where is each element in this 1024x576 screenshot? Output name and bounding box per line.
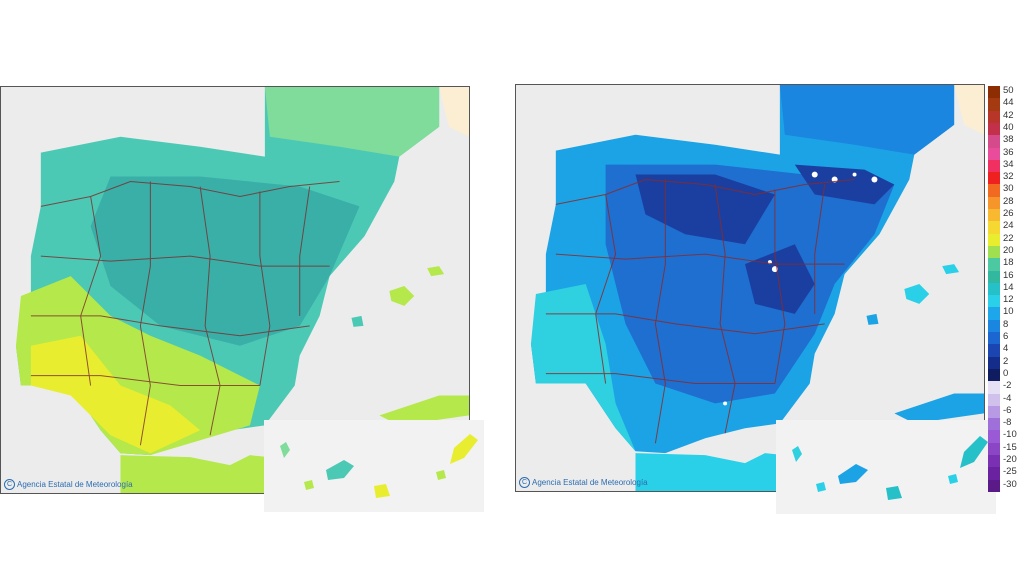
legend-swatch — [988, 467, 1000, 481]
canary-islands-inset-left — [264, 420, 484, 512]
canary-islands-left-graphic — [280, 434, 478, 498]
legend-swatch — [988, 319, 1000, 333]
credit-left: C Agencia Estatal de Meteorología — [4, 479, 133, 490]
legend-swatch — [988, 405, 1000, 419]
legend-label: 22 — [1003, 232, 1014, 244]
legend-swatch — [988, 270, 1000, 284]
legend-swatch — [988, 381, 1000, 394]
temperature-map-right: C Agencia Estatal de Meteorología — [515, 84, 985, 492]
legend-swatch — [988, 479, 1000, 493]
legend-swatch — [988, 245, 1000, 259]
legend-label: 36 — [1003, 146, 1014, 158]
legend-swatch — [988, 356, 1000, 370]
legend-label: 14 — [1003, 281, 1014, 293]
legend-swatch — [988, 418, 1000, 431]
legend-swatch — [988, 393, 1000, 407]
legend-swatch — [988, 442, 1000, 456]
legend-label: 38 — [1003, 134, 1014, 146]
legend-label: 34 — [1003, 158, 1014, 170]
legend-swatch — [988, 282, 1000, 296]
temperature-legend: 50 44 42 40 38 36 34 32 30 28 26 24 22 20 18 16 14 12 10 8 6… — [988, 86, 1024, 496]
credit-right: C Agencia Estatal de Meteorología — [519, 477, 648, 488]
legend-label: 16 — [1003, 269, 1014, 281]
legend-label: 26 — [1003, 208, 1014, 219]
legend-swatch — [988, 196, 1000, 210]
legend-swatch — [988, 430, 1000, 444]
legend-swatch — [988, 332, 1000, 345]
legend-label: 44 — [1003, 97, 1014, 109]
canary-islands-right-graphic — [792, 436, 988, 500]
legend-label: 24 — [1003, 220, 1014, 232]
legend-label: -6 — [1003, 404, 1012, 416]
legend-swatch — [988, 258, 1000, 271]
legend-swatch — [988, 159, 1000, 173]
legend-label: -20 — [1003, 454, 1017, 465]
legend-swatch — [988, 368, 1000, 382]
map-right-graphic — [516, 85, 984, 491]
legend-label: 28 — [1003, 195, 1014, 207]
legend-label: 40 — [1003, 121, 1014, 133]
legend-swatch — [988, 221, 1000, 235]
legend-swatch — [988, 122, 1000, 136]
legend-label: 30 — [1003, 183, 1014, 195]
credit-text-left: Agencia Estatal de Meteorología — [17, 480, 133, 489]
legend-label: 50 — [1003, 85, 1014, 96]
legend-label: 42 — [1003, 109, 1014, 121]
copyright-icon: C — [4, 479, 15, 490]
legend-label: 12 — [1003, 294, 1014, 306]
legend-label: -2 — [1003, 380, 1012, 392]
legend-swatch — [988, 135, 1000, 148]
legend-label: -10 — [1003, 429, 1017, 441]
legend-swatch — [988, 110, 1000, 124]
legend-label: 0 — [1003, 367, 1009, 379]
legend-label: 2 — [1003, 355, 1009, 367]
legend-label: 32 — [1003, 171, 1014, 183]
legend-swatch — [988, 295, 1000, 308]
legend-label: 4 — [1003, 343, 1009, 355]
temperature-map-left: C Agencia Estatal de Meteorología — [0, 86, 470, 494]
legend-swatch — [988, 86, 1000, 99]
legend-label: 20 — [1003, 244, 1014, 256]
legend-swatch — [988, 455, 1000, 468]
legend-swatch — [988, 98, 1000, 112]
map-left-graphic — [1, 87, 469, 493]
legend-swatch — [988, 209, 1000, 222]
legend-swatch — [988, 184, 1000, 198]
legend-swatch — [988, 147, 1000, 161]
legend-swatch — [988, 307, 1000, 321]
legend-swatch — [988, 344, 1000, 358]
copyright-icon: C — [519, 477, 530, 488]
legend-label: -15 — [1003, 441, 1017, 453]
legend-label: 18 — [1003, 257, 1014, 269]
legend-swatch — [988, 172, 1000, 185]
legend-label: -30 — [1003, 478, 1017, 490]
legend-swatch — [988, 233, 1000, 247]
legend-label: -8 — [1003, 417, 1012, 429]
canary-islands-inset-right — [776, 420, 996, 514]
legend-label: -25 — [1003, 466, 1017, 478]
legend-label: 6 — [1003, 331, 1009, 342]
legend-label: 10 — [1003, 306, 1014, 318]
legend-label: 8 — [1003, 318, 1009, 330]
legend-label: -4 — [1003, 392, 1012, 404]
credit-text-right: Agencia Estatal de Meteorología — [532, 478, 648, 487]
